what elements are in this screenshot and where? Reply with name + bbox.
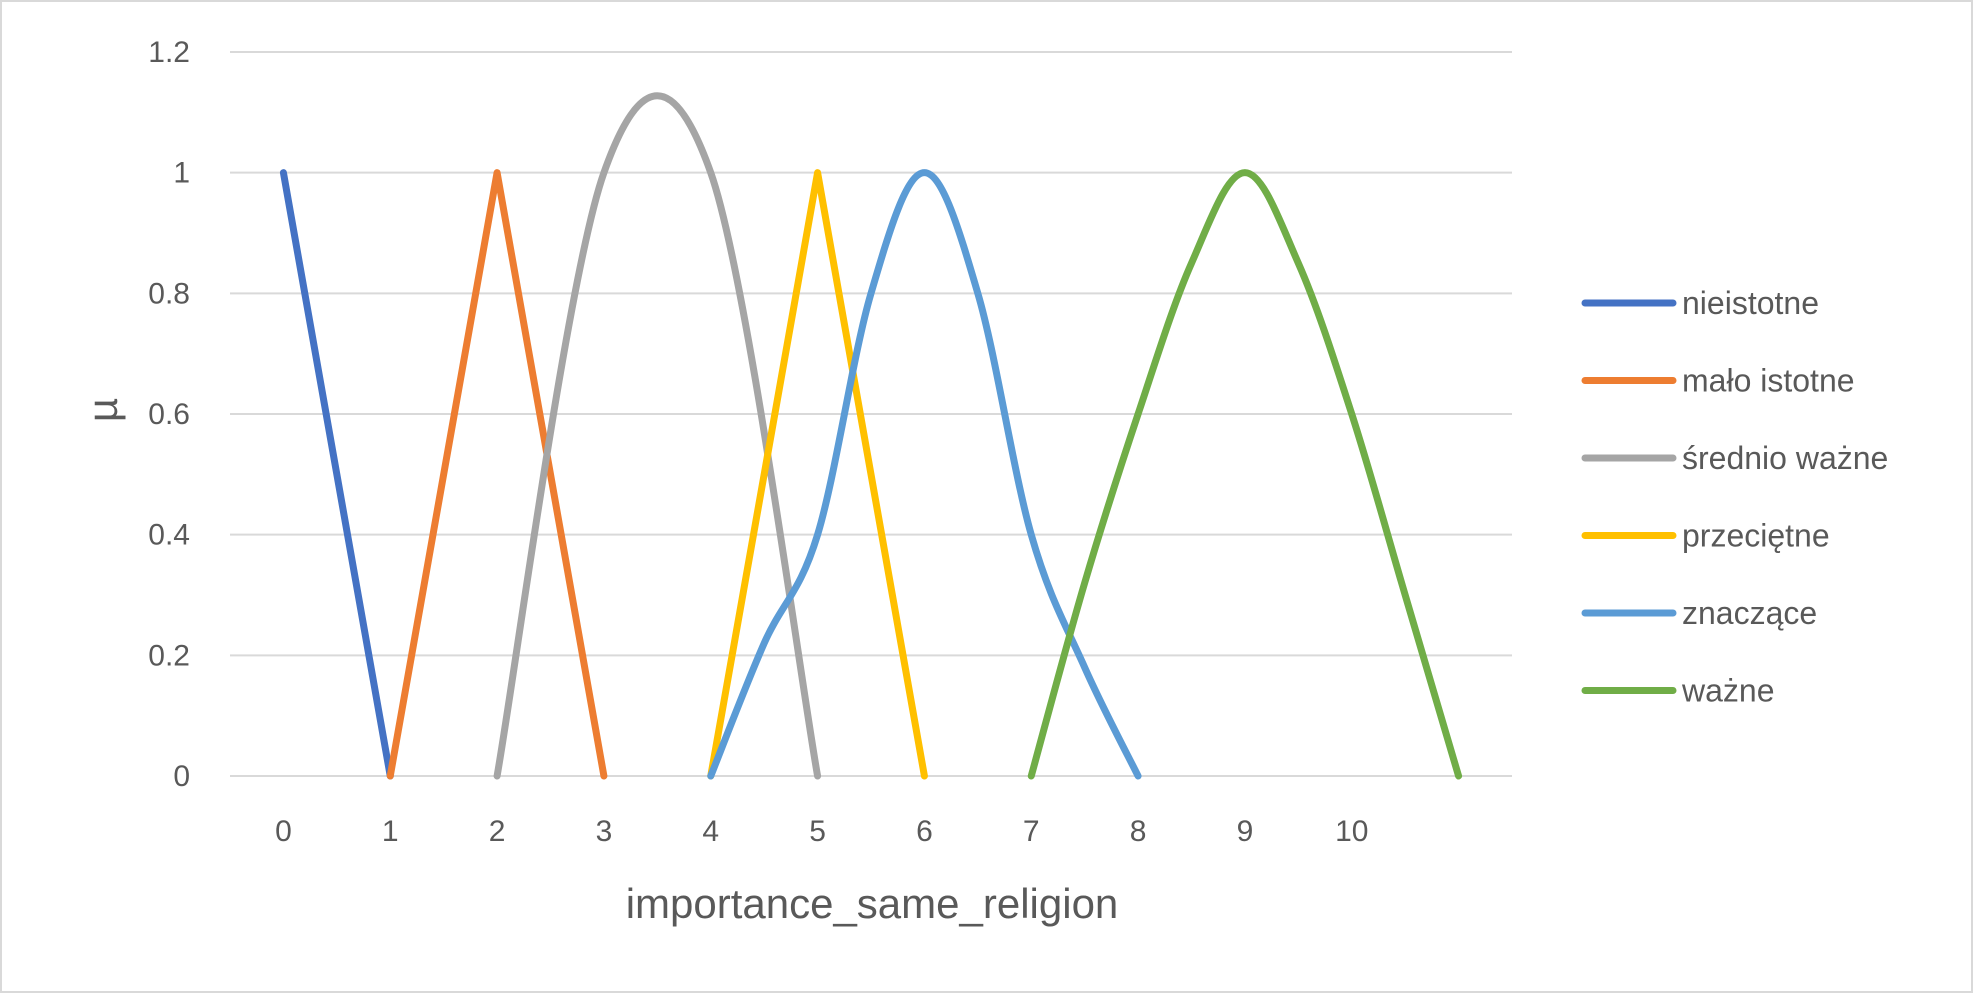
legend-label: ważne <box>1681 673 1775 709</box>
legend-label: przeciętne <box>1682 518 1830 554</box>
x-tick-label: 10 <box>1335 815 1368 848</box>
x-tick-label: 9 <box>1237 815 1254 848</box>
x-tick-label: 3 <box>596 815 613 848</box>
y-tick-label: 0.6 <box>148 398 190 431</box>
x-axis-ticks: 0 1 2 3 4 5 6 7 8 9 10 <box>275 815 1368 848</box>
y-tick-label: 0.4 <box>148 519 190 552</box>
y-tick-label: 1.2 <box>148 36 190 69</box>
x-tick-label: 1 <box>382 815 399 848</box>
y-tick-label: 0 <box>173 760 190 793</box>
x-tick-label: 2 <box>489 815 506 848</box>
y-tick-label: 1 <box>173 157 190 190</box>
series-line-znaczace <box>707 169 1142 780</box>
series-line-srednio-wazne <box>493 92 822 780</box>
y-tick-label: 0.2 <box>148 639 190 672</box>
x-tick-label: 5 <box>809 815 826 848</box>
x-axis-title: importance_same_religion <box>626 880 1119 927</box>
x-tick-label: 8 <box>1130 815 1147 848</box>
legend-label: mało istotne <box>1682 363 1855 399</box>
y-axis-ticks: 0 0.2 0.4 0.6 0.8 1 1.2 <box>148 36 190 793</box>
series-line-przecietne <box>707 169 928 780</box>
y-axis-title: µ <box>79 398 126 422</box>
x-tick-label: 7 <box>1023 815 1040 848</box>
legend: nieistotne mało istotne średnio ważne przec… <box>1581 285 1888 709</box>
y-tick-label: 0.8 <box>148 277 190 310</box>
series-line-malo-istotne <box>386 169 608 780</box>
legend-label: średnio ważne <box>1682 440 1888 476</box>
series-line-wazne <box>1027 169 1463 780</box>
legend-label: znaczące <box>1682 595 1817 631</box>
x-tick-label: 6 <box>916 815 933 848</box>
series-line-nieistotne <box>279 169 394 780</box>
legend-label: nieistotne <box>1682 285 1819 321</box>
x-tick-label: 4 <box>702 815 719 848</box>
series-lines <box>279 92 1463 780</box>
x-tick-label: 0 <box>275 815 292 848</box>
